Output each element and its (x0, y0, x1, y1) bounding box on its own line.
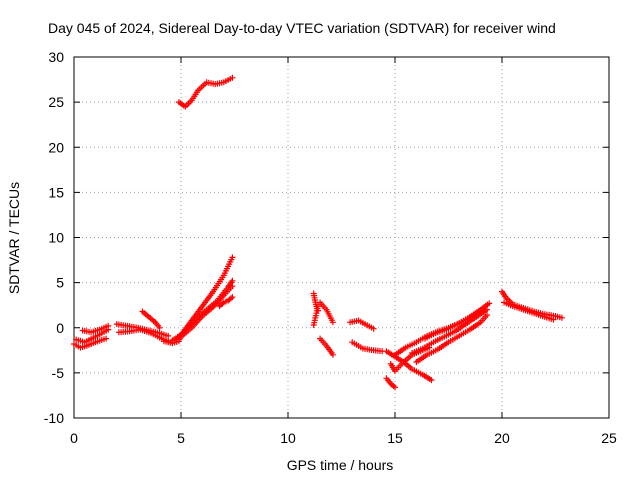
data-point (156, 324, 163, 331)
data-point (329, 319, 336, 326)
data-series-midday-2 (310, 303, 321, 328)
grid-lines (74, 57, 609, 418)
data-series-midday-5 (347, 317, 377, 332)
data-point (229, 277, 236, 284)
data-series-rise-3 (178, 283, 236, 340)
data-point (165, 332, 172, 339)
y-tick-label: 10 (48, 230, 64, 246)
data-series-midday-3 (317, 299, 336, 326)
x-tick-label: 5 (177, 430, 185, 446)
data-point (229, 254, 236, 261)
data-series-morning-3 (139, 308, 163, 331)
y-tick-label: 30 (48, 49, 64, 65)
data-point (428, 377, 435, 384)
data-point (392, 384, 398, 391)
x-tick-label: 25 (601, 430, 617, 446)
data-point (484, 312, 490, 319)
data-point (486, 300, 493, 307)
data-series-early-1 (71, 335, 110, 351)
x-tick-label: 0 (70, 430, 78, 446)
axis-ticks: 0 5 10 15 20 25 -10 -5 0 5 10 15 20 25 30 (44, 49, 617, 446)
data-point (475, 310, 482, 317)
y-axis-label: SDTVAR / TECUs (6, 182, 22, 294)
data-point (103, 335, 110, 342)
data-series-early-2 (73, 326, 112, 346)
data-series-high-arc (175, 74, 236, 110)
data-series-rise-4 (216, 294, 236, 310)
data-series-midday-6 (349, 339, 386, 355)
y-tick-label: 5 (56, 275, 64, 291)
data-series-evening-2 (501, 299, 557, 323)
y-tick-label: -10 (44, 410, 64, 426)
data-series-early-3 (79, 322, 112, 336)
data-series-rise-2 (173, 277, 236, 342)
data-point (229, 294, 236, 301)
data-point (105, 322, 112, 329)
x-tick-label: 15 (387, 430, 403, 446)
data-point (229, 74, 236, 81)
x-tick-label: 20 (494, 430, 510, 446)
chart-title: Day 045 of 2024, Sidereal Day-to-day VTE… (48, 20, 556, 36)
data-point (329, 351, 336, 358)
data-point (550, 316, 557, 323)
data-point (315, 303, 321, 310)
data-series-rise-1 (169, 254, 236, 344)
y-tick-label: 25 (48, 94, 64, 110)
data-point (484, 306, 490, 313)
data-series-afternoon-7 (422, 310, 482, 342)
y-tick-label: 20 (48, 139, 64, 155)
data-series-afternoon-1 (383, 375, 398, 391)
data-series-midday-4 (317, 335, 336, 358)
data-point (370, 325, 377, 332)
data-points (71, 74, 565, 391)
x-axis-label: GPS time / hours (287, 457, 394, 473)
y-tick-label: 0 (56, 320, 64, 336)
data-point (229, 283, 236, 290)
y-tick-label: -5 (52, 365, 65, 381)
x-tick-label: 10 (280, 430, 296, 446)
data-point (558, 314, 565, 321)
y-tick-label: 15 (48, 184, 64, 200)
data-series-afternoon-6 (413, 312, 490, 365)
